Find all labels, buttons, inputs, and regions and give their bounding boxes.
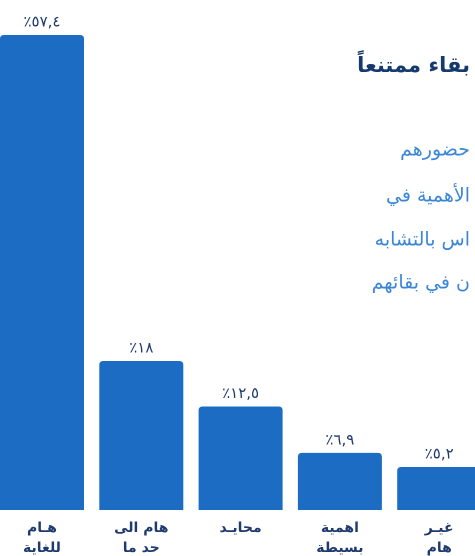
bar (99, 361, 184, 510)
paragraph-line: الأهمية في (386, 184, 470, 207)
paragraph-line: ن في بقائهم (372, 272, 470, 294)
bar (198, 406, 283, 510)
bar (0, 35, 84, 510)
x-tick-label: محايـد (220, 520, 262, 536)
chart-title: بقاء ممتنعاً (357, 49, 470, 77)
value-label: ٪٥٧,٤ (23, 13, 60, 31)
x-tick-label: للغاية (23, 540, 61, 556)
value-label: ٪١٢,٥ (222, 384, 259, 402)
x-tick-label: بسيطة (316, 540, 363, 556)
bar (297, 452, 382, 510)
value-label: ٪١٨ (129, 339, 153, 357)
x-tick-label: هام (427, 540, 452, 556)
paragraph-line: اس بالتشابه (375, 229, 470, 251)
paragraph-line: حضورهم (400, 139, 470, 161)
value-label: ٪٦,٩ (325, 430, 354, 448)
x-tick-label: حد ما (123, 540, 160, 556)
x-tick-label: هام الى (114, 520, 168, 536)
bar (397, 466, 475, 510)
value-label: ٪٥,٢ (425, 444, 454, 462)
x-tick-label: هـام (27, 520, 57, 536)
x-tick-label: غيـر (424, 520, 454, 536)
x-tick-label: اهمية (321, 520, 359, 536)
